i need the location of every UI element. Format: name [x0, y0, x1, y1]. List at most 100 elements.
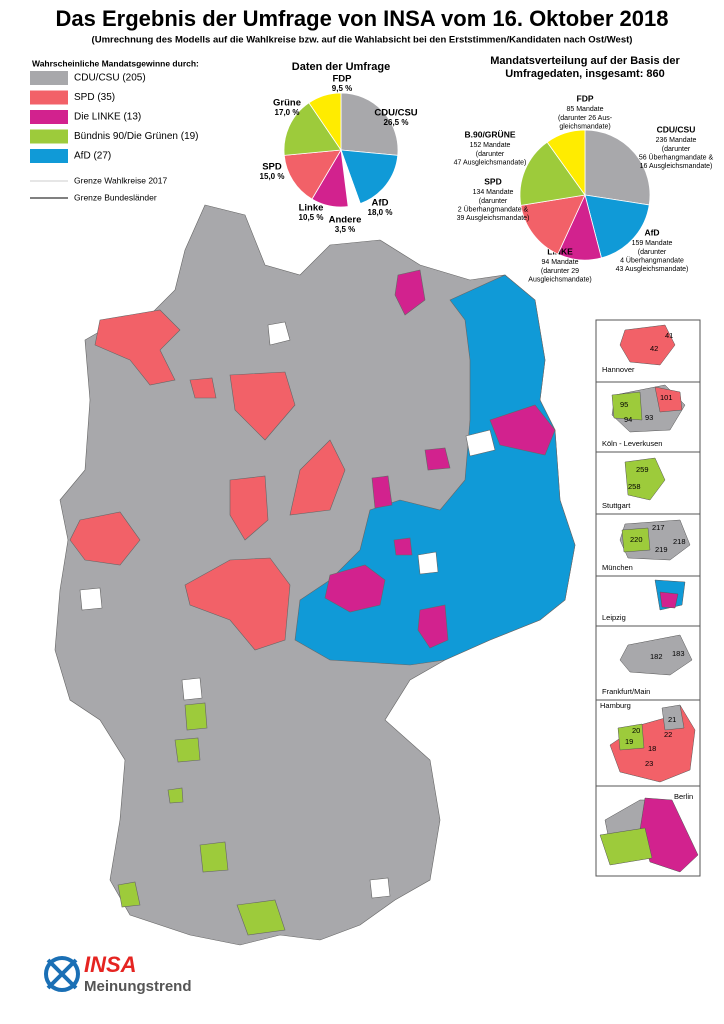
slice-value: 94 Mandate: [542, 259, 579, 266]
slice-detail: 16 Ausgleichsmandate): [640, 163, 713, 170]
inset-name: Frankfurt/Main: [602, 687, 650, 696]
insets: 41 42 Hannover 101 95 94 93 Köln - Lever…: [595, 319, 701, 877]
slice-value: 9,5 %: [332, 84, 352, 93]
slice-name: FDP: [333, 74, 353, 85]
slice-detail: (darunter: [479, 198, 508, 205]
slice-detail: (darunter: [476, 151, 505, 158]
slice-value: 26,5 %: [384, 118, 409, 127]
pie-title: Mandatsverteilung auf der Basis der Umfr…: [490, 55, 680, 80]
inset-name: Hamburg: [600, 701, 631, 710]
slice-value: 85 Mandate: [567, 106, 604, 113]
inset-number: 217: [652, 523, 665, 532]
legend-title: Wahrscheinliche Mandatsgewinne durch:: [32, 58, 199, 68]
slice-name: SPD: [484, 176, 501, 186]
slice-detail: 2 Überhangmandate &: [458, 205, 529, 213]
inset-number: 218: [673, 537, 686, 546]
slice-value: 236 Mandate: [656, 137, 697, 144]
slice-name: Andere: [329, 215, 362, 226]
legend-swatch: [30, 71, 68, 85]
slice-detail: (darunter 29: [541, 268, 579, 275]
inset-number: 183: [672, 649, 685, 658]
slice-value: 17,0 %: [275, 108, 300, 117]
logo: INSA Meinungstrend: [44, 952, 192, 995]
legend-label: CDU/CSU (205): [74, 73, 146, 84]
slice-name: CDU/CSU: [657, 124, 696, 134]
inset-number: 95: [620, 400, 628, 409]
slice-name: LINKE: [547, 246, 573, 256]
pie-slice: [308, 92, 342, 152]
inset-number: 21: [668, 715, 676, 724]
inset-map: [661, 704, 685, 731]
pie-slice: [584, 129, 651, 206]
slice-detail: gleichsmandate): [559, 123, 610, 130]
slice-value: 3,5 %: [335, 225, 355, 234]
legend-swatch: [30, 110, 68, 124]
inset-name: München: [602, 563, 633, 572]
slice-detail: 43 Ausgleichsmandate): [616, 266, 689, 273]
slice-name: FDP: [577, 93, 594, 103]
inset-number: 23: [645, 759, 653, 768]
slice-detail: (darunter: [662, 146, 691, 153]
slice-value: 15,0 %: [260, 172, 285, 181]
legend-swatch: [30, 129, 68, 144]
legend-swatch: [30, 90, 68, 105]
pie-slice: [283, 149, 342, 200]
inset-name: Stuttgart: [602, 501, 631, 510]
slice-detail: 39 Ausgleichsmandate): [457, 215, 530, 222]
pie-title: Daten der Umfrage: [292, 61, 390, 73]
pie-slice: [519, 141, 586, 206]
legend: Wahrscheinliche Mandatsgewinne durch: CD…: [30, 58, 199, 202]
logo-brand: INSA: [84, 952, 137, 977]
slice-value: 134 Mandate: [473, 189, 514, 196]
inset-number: 220: [630, 535, 643, 544]
title: Das Ergebnis der Umfrage von INSA vom 16…: [56, 6, 669, 31]
legend-label: Die LINKE (13): [74, 112, 141, 123]
slice-name: Linke: [299, 203, 324, 214]
pie-slice: [283, 102, 342, 156]
slice-detail: (darunter: [638, 249, 667, 256]
legend-line-label: Grenze Wahlkreise 2017: [74, 175, 168, 185]
logo-mark: [46, 958, 78, 990]
inset-map: [617, 723, 645, 751]
inset-map: [624, 457, 666, 501]
inset-number: 42: [650, 344, 658, 353]
legend-label: AfD (27): [74, 151, 111, 162]
pie-slice: [520, 194, 586, 255]
inset-number: 259: [636, 465, 649, 474]
slice-detail: 4 Überhangmandate: [620, 256, 684, 264]
slice-value: 18,0 %: [368, 208, 393, 217]
inset-number: 22: [664, 730, 672, 739]
inset-number: 219: [655, 545, 668, 554]
inset-number: 93: [645, 413, 653, 422]
inset-map: [619, 634, 693, 676]
inset-map: [599, 827, 653, 866]
slice-value: 152 Mandate: [470, 142, 511, 149]
inset-number: 101: [660, 393, 673, 402]
legend-line-label: Grenze Bundesländer: [74, 192, 157, 202]
inset-name: Leipzig: [602, 613, 626, 622]
logo-tagline: Meinungstrend: [84, 978, 192, 995]
inset-number: 18: [648, 744, 656, 753]
pie-slice: [340, 92, 399, 156]
slice-detail: Ausgleichsmandate): [528, 276, 591, 283]
subtitle: (Umrechnung des Modells auf die Wahlkrei…: [92, 35, 633, 46]
legend-label: SPD (35): [74, 92, 115, 103]
inset-number: 258: [628, 482, 641, 491]
slice-name: AfD: [644, 227, 659, 237]
inset-map: [619, 324, 676, 366]
inset-map: [611, 391, 643, 421]
inset-name: Berlin: [674, 792, 693, 801]
slice-name: Grüne: [273, 98, 301, 109]
inset-number: 20: [632, 726, 640, 735]
legend-swatch: [30, 149, 68, 163]
inset-number: 94: [624, 415, 632, 424]
slice-detail: (darunter 26 Aus-: [558, 115, 613, 122]
slice-name: B.90/GRÜNE: [464, 129, 515, 139]
legend-label: Bündnis 90/Die Grünen (19): [74, 131, 199, 142]
logo-mark: [44, 956, 80, 992]
map: [54, 204, 576, 946]
inset-name: Köln - Leverkusen: [602, 439, 662, 448]
slice-value: 10,5 %: [299, 213, 324, 222]
slice-value: 159 Mandate: [632, 240, 673, 247]
